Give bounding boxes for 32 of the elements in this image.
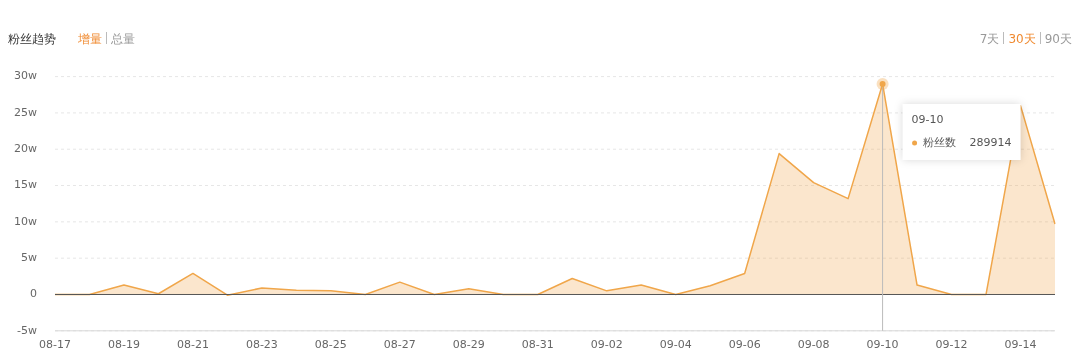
x-tick-label: 09-02 — [590, 338, 623, 352]
x-tick-label: 08-23 — [245, 338, 278, 352]
y-tick-label: 25w — [13, 105, 37, 119]
text: 90天 — [1044, 32, 1072, 46]
text: 增量 — [78, 32, 102, 46]
y-tick-label: 10w — [13, 214, 37, 228]
text: 总量 — [111, 32, 135, 46]
x-tick-label: 09-12 — [935, 338, 968, 352]
y-tick-label: 0 — [29, 287, 37, 301]
x-tick-label: 08-29 — [452, 338, 485, 352]
x-tick-label: 08-19 — [107, 338, 140, 352]
x-tick-label: 09-10 — [866, 338, 899, 352]
text: 7天 — [979, 32, 1000, 46]
x-tick-label: 08-17 — [39, 338, 71, 352]
x-tick-label: 09-06 — [728, 338, 761, 352]
chart-title: 粉丝趋势 — [8, 31, 56, 48]
y-tick-label: 15w — [13, 178, 37, 192]
y-tick-label: 5w — [20, 251, 37, 265]
x-tick-label: 08-21 — [176, 338, 209, 352]
x-tick-label: 09-04 — [659, 338, 692, 352]
y-tick-label: 30w — [13, 69, 37, 83]
text: 粉丝数 — [922, 135, 956, 149]
x-tick-label: 08-31 — [521, 338, 554, 352]
text: 30天 — [1008, 32, 1036, 46]
text: 09-10 — [911, 112, 944, 126]
y-tick-label: 20w — [13, 142, 37, 156]
x-tick-label: 09-08 — [797, 338, 830, 352]
x-tick-label: 08-27 — [383, 338, 416, 352]
annotation: 289914 — [969, 135, 1012, 149]
y-tick-label: -5w — [17, 323, 37, 337]
x-tick-label: 09-14 — [1004, 338, 1037, 352]
x-tick-label: 08-25 — [314, 338, 347, 352]
